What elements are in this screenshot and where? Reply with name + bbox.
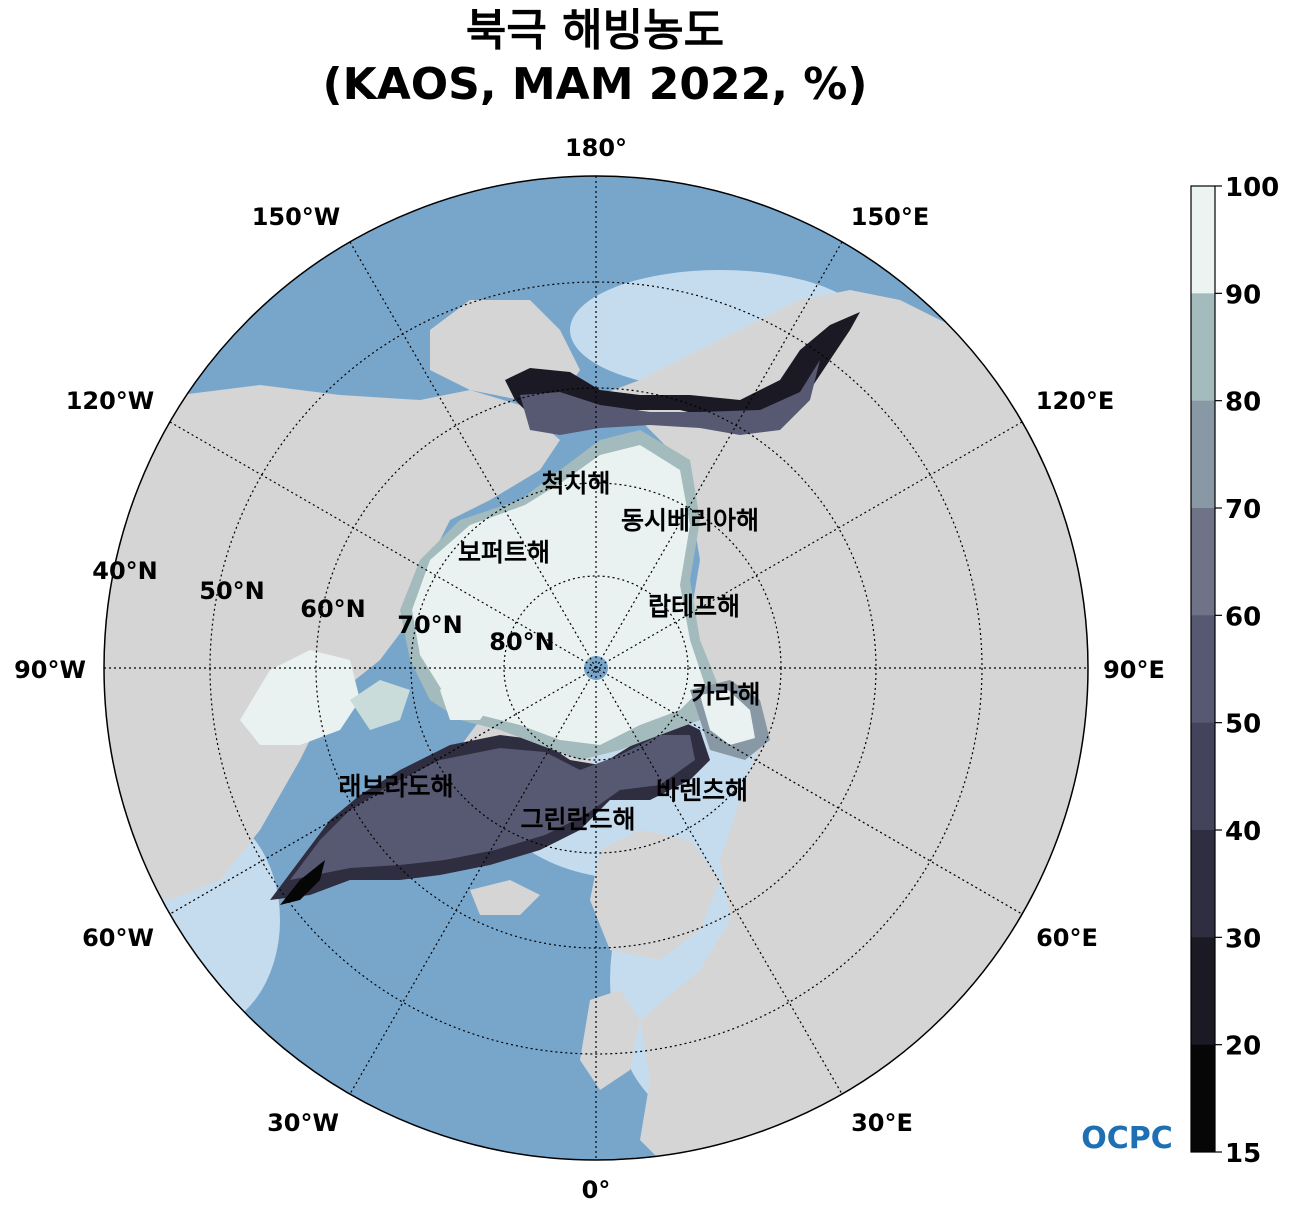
lon-label: 180° [565,134,627,162]
colorbar-tick-label: 40 [1225,817,1261,847]
sea-label-east-siberian: 동시베리아해 [621,506,759,535]
sea-label-laptev: 랍테프해 [648,592,740,621]
colorbar-segment [1191,722,1215,831]
lon-label: 60°E [1036,924,1098,952]
lon-label: 120°W [66,387,155,415]
colorbar-segment [1191,937,1215,1046]
lat-label: 40°N [92,557,157,585]
colorbar-tick-label: 90 [1225,280,1261,310]
ocpc-logo: OCPC [1081,1120,1173,1156]
colorbar-tick-label: 80 [1225,388,1261,418]
colorbar-segment [1191,830,1215,938]
sea-label-greenland: 그린란드해 [520,805,635,834]
colorbar-tick-label: 60 [1225,602,1261,632]
map-title: 북극 해빙농도 [465,5,725,56]
colorbar-segment [1191,615,1215,724]
colorbar-tick-label: 100 [1225,173,1279,203]
colorbar-segment [1191,508,1215,616]
colorbar-segment [1191,293,1215,402]
sea-label-beaufort: 보퍼트해 [458,538,550,567]
map-frame [103,175,1089,1161]
colorbar-segment [1191,1044,1215,1153]
colorbar-tick-label: 50 [1225,710,1261,740]
sea-label-barents: 바렌츠해 [656,776,748,805]
lat-label: 60°N [300,595,365,623]
colorbar-tick-label: 70 [1225,495,1261,525]
map-subtitle: (KAOS, MAM 2022, %) [322,59,868,110]
colorbar-tick-label: 15 [1225,1139,1261,1169]
longitude-grid [104,176,1088,1160]
lon-label: 90°E [1103,656,1165,684]
latitude-grid [209,281,983,1055]
lon-label: 150°W [252,203,341,231]
lon-label: 150°E [851,203,930,231]
latitude-labels: 40°N 50°N 60°N 70°N 80°N [92,557,554,656]
lon-label: 120°E [1036,387,1115,415]
svg-text:OCPC: OCPC [1081,1121,1173,1156]
lon-label: 30°E [851,1109,913,1137]
lat-label: 70°N [397,611,462,639]
lon-label: 0° [582,1176,611,1204]
colorbar-segment [1191,186,1215,294]
sea-label-labrador: 래브라도해 [338,772,453,801]
lon-label: 90°W [14,656,86,684]
sea-label-chukchi: 척치해 [541,469,610,498]
colorbar-tick-label: 20 [1225,1032,1261,1062]
sea-label-kara: 카라해 [691,680,760,709]
colorbar-segment [1191,400,1215,509]
sea-ice [240,312,860,905]
lon-label: 60°W [82,924,154,952]
lat-label: 50°N [199,577,264,605]
lon-label: 30°W [267,1109,339,1137]
longitude-labels: 180° 150°E 120°E 90°E 60°E 30°E 0° 30°W … [14,134,1165,1204]
colorbar-tick-label: 30 [1225,924,1261,954]
lat-label: 80°N [489,628,554,656]
sea-labels: 척치해 동시베리아해 보퍼트해 랍테프해 카라해 래브라도해 그린란드해 바렌츠… [338,469,760,834]
